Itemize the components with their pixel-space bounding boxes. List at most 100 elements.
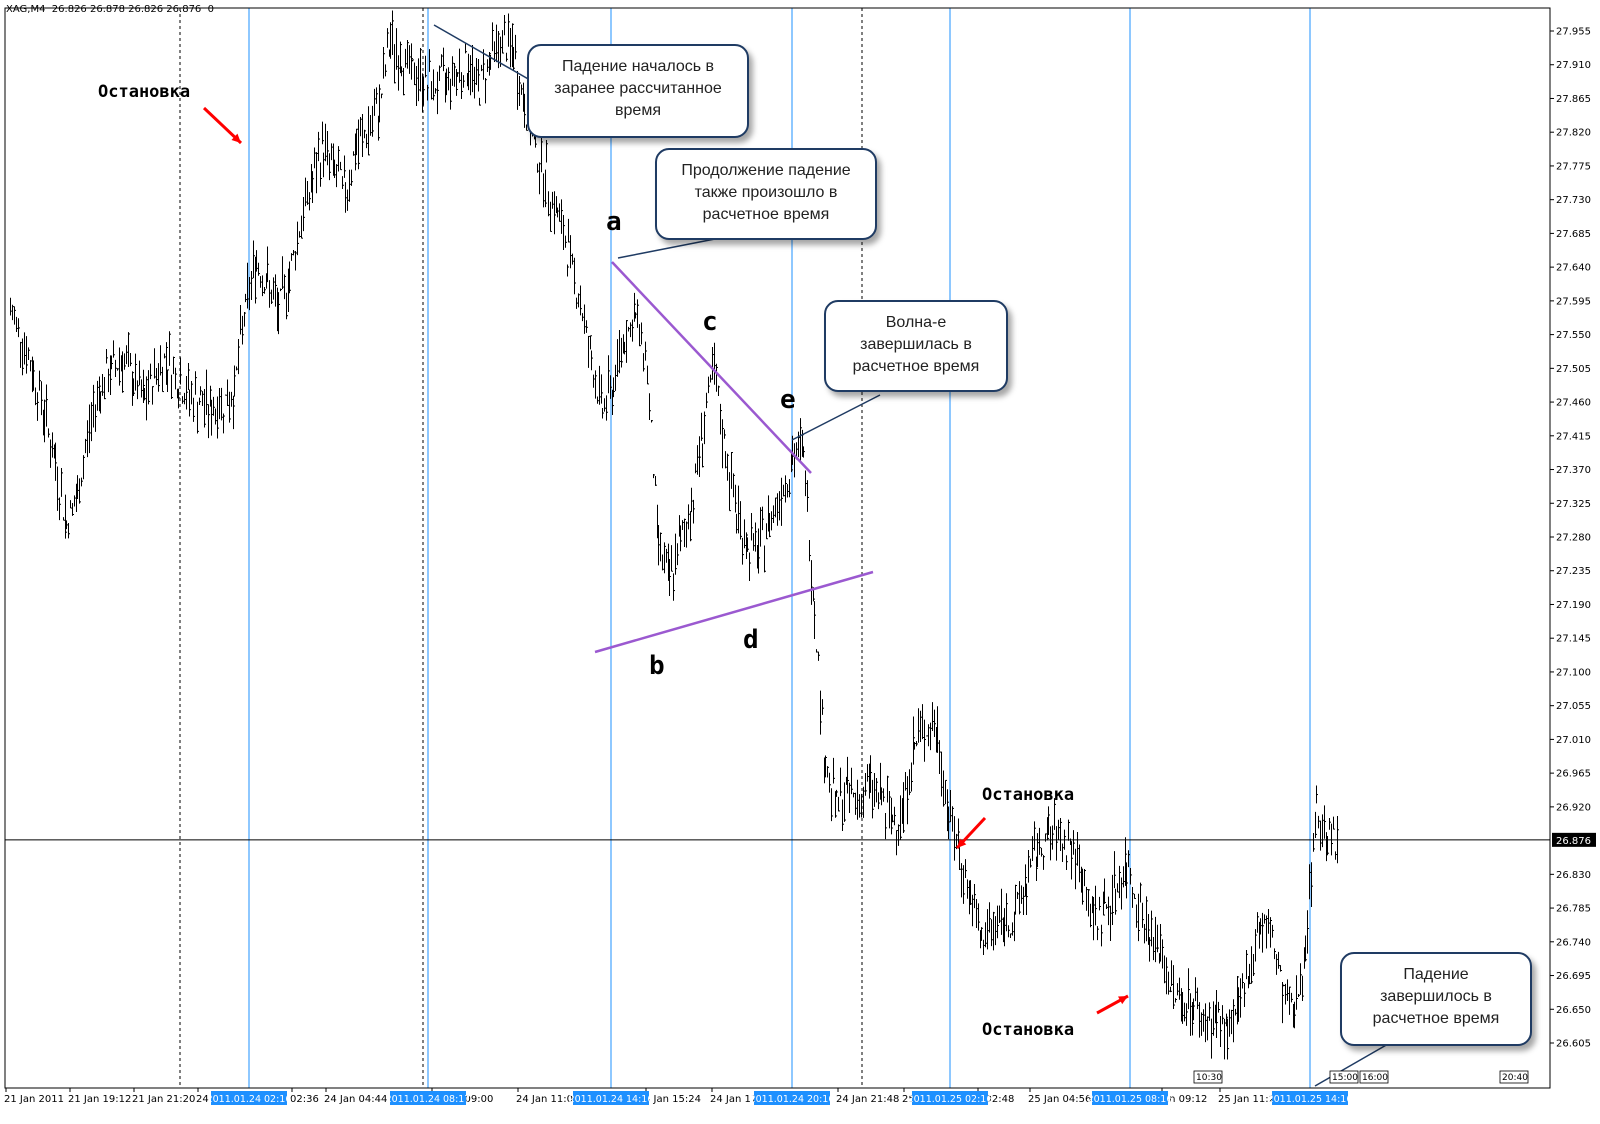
y-tick-label: 27.910 — [1556, 60, 1591, 71]
price-bars — [10, 10, 1339, 1060]
time-marker-label: 2011.01.25 14:16 — [1268, 1094, 1353, 1105]
time-marker-badge — [912, 1091, 988, 1105]
extra-time-box — [1329, 1070, 1359, 1084]
drawings: a b c d e Остановка Остановка Остановка — [98, 24, 1396, 1087]
callout-fall-start: Падение началось в заранее рассчитанное … — [527, 44, 749, 138]
x-tick-label: 25 Jan 04:56 — [1028, 1094, 1091, 1105]
y-tick-label: 27.055 — [1556, 701, 1591, 712]
red-arrow-icon — [955, 816, 987, 850]
extra-time-label: 10:30 — [1196, 1073, 1222, 1083]
time-marker-badge — [1092, 1091, 1168, 1105]
y-tick-label: 27.235 — [1556, 566, 1591, 577]
time-marker-badge — [211, 1091, 287, 1105]
y-tick-label: 27.505 — [1556, 364, 1591, 375]
y-tick-label: 27.460 — [1556, 398, 1591, 409]
current-price-label: 26.876 — [1556, 836, 1591, 847]
wave-label-c: c — [702, 307, 718, 337]
wave-label-b: b — [649, 651, 665, 681]
extra-time-box — [1359, 1070, 1389, 1084]
y-tick-label: 27.730 — [1556, 195, 1591, 206]
time-marker-badge — [390, 1091, 466, 1105]
symbol-header: XAG,M4 26.826 26.878 26.826 26.876 0 — [6, 4, 214, 15]
y-tick-label: 26.920 — [1556, 802, 1591, 813]
stop-label: Остановка — [98, 82, 190, 102]
y-tick-label: 27.685 — [1556, 229, 1591, 240]
ohlc-values: 26.826 26.878 26.826 26.876 — [51, 4, 202, 15]
x-tick-label: 24 Jan 17: — [710, 1094, 761, 1105]
time-marker-label: 2011.01.24 02:16 — [207, 1094, 292, 1105]
axes: 27.955 27.910 27.865 27.820 27.775 27.730 27.6… — [4, 7, 1596, 1105]
red-arrow-icon — [1096, 994, 1129, 1015]
callout4-pointer — [1314, 1039, 1396, 1087]
y-tick-label: 27.820 — [1556, 128, 1591, 139]
time-marker-label: 2011.01.24 14:16 — [569, 1094, 654, 1105]
callout3-pointer — [791, 394, 881, 441]
y-tick-label: 26.605 — [1556, 1039, 1591, 1050]
y-tick-label: 27.415 — [1556, 431, 1591, 442]
time-marker-label: 2011.01.25 08:16 — [1088, 1094, 1173, 1105]
x-tick-label: 4 Jan 15:24 — [644, 1094, 701, 1105]
x-tick-label: 24 Jan 21:48 — [836, 1094, 899, 1105]
x-tick-label: 24 J — [196, 1094, 215, 1105]
y-tick-label: 26.650 — [1556, 1005, 1591, 1016]
extra-time-label: 15:00 — [1332, 1073, 1358, 1083]
callout2-pointer — [617, 237, 721, 259]
triangle-lower-line — [594, 570, 874, 654]
y-tick-label: 27.550 — [1556, 330, 1591, 341]
y-tick-label: 27.100 — [1556, 667, 1591, 678]
arrow-head — [231, 133, 241, 143]
time-marker-badge — [573, 1091, 649, 1105]
callout-wave-e-end: Волна-е завершилась в расчетное время — [824, 300, 1008, 392]
triangle-upper-line — [611, 261, 812, 474]
y-tick-label: 26.740 — [1556, 937, 1591, 948]
time-marker-label: 2011.01.24 08:17 — [386, 1094, 471, 1105]
callout-fall-end: Падение завершилось в расчетное время — [1340, 952, 1532, 1046]
y-tick-label: 26.695 — [1556, 971, 1591, 982]
callout-fall-continue: Продолжение падение также произошло в ра… — [655, 148, 877, 240]
callout1-pointer — [433, 24, 531, 81]
x-tick-label: 24 Jan 11:08 — [516, 1094, 579, 1105]
y-tick-label: 26.965 — [1556, 769, 1591, 780]
time-marker-label: 2011.01.24 20:16 — [750, 1094, 835, 1105]
red-arrow-icon — [202, 106, 243, 145]
arrow-head — [1118, 996, 1128, 1005]
y-tick-label: 26.785 — [1556, 904, 1591, 915]
stop-label: Остановка — [982, 785, 1074, 805]
y-tick-label: 27.010 — [1556, 735, 1591, 746]
y-tick-label: 27.280 — [1556, 533, 1591, 544]
stop-label: Остановка — [982, 1020, 1074, 1040]
x-tick-label: 25 Jan 11:2 — [1218, 1094, 1275, 1105]
x-tick-label: 02:36 — [290, 1094, 319, 1105]
time-marker-label: 2011.01.25 02:16 — [908, 1094, 993, 1105]
x-tick-label: Jan 09:12 — [1159, 1094, 1207, 1105]
current-price-badge — [1552, 832, 1596, 847]
wave-label-a: a — [606, 207, 622, 237]
extra-time-label: 20:40 — [1502, 1073, 1528, 1083]
y-tick-label: 27.865 — [1556, 94, 1591, 105]
time-marker-badge — [754, 1091, 830, 1105]
y-tick-label: 27.775 — [1556, 161, 1591, 172]
y-tick-label: 27.640 — [1556, 263, 1591, 274]
y-tick-label: 27.190 — [1556, 600, 1591, 611]
y-tick-label: 27.145 — [1556, 634, 1591, 645]
y-tick-label: 27.595 — [1556, 296, 1591, 307]
y-tick-label: 27.370 — [1556, 465, 1591, 476]
y-tick-label: 27.325 — [1556, 499, 1591, 510]
extra-time-box — [1193, 1070, 1223, 1084]
y-tick-label: 27.955 — [1556, 27, 1591, 38]
x-tick-label: 24 Jan 04:44 — [324, 1094, 387, 1105]
x-tick-label: 21 Jan 21:20 — [132, 1094, 195, 1105]
y-tick-label: 26.830 — [1556, 870, 1591, 881]
time-marker-badge — [1272, 1091, 1348, 1105]
x-tick-label: 25 — [902, 1094, 915, 1105]
extra-time-label: 16:00 — [1362, 1073, 1388, 1083]
wave-label-e: e — [780, 385, 796, 415]
header-extra: 0 — [207, 4, 215, 15]
x-tick-label: 21 Jan 19:12 — [68, 1094, 131, 1105]
plot-frame — [4, 7, 1551, 1089]
x-tick-label: n 02:48 — [976, 1094, 1014, 1105]
wave-label-d: d — [743, 625, 759, 655]
extra-time-box — [1499, 1070, 1529, 1084]
symbol-label: XAG,M4 — [6, 4, 46, 15]
